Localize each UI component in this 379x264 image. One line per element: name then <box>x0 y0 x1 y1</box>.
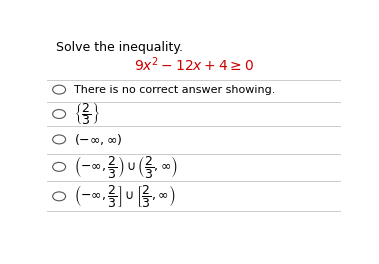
Text: Solve the inequality.: Solve the inequality. <box>56 41 183 54</box>
Text: $\left(-\infty, \dfrac{2}{3}\right) \cup \left(\dfrac{2}{3}, \infty\right)$: $\left(-\infty, \dfrac{2}{3}\right) \cup… <box>74 154 179 180</box>
Text: $9x^2 - 12x + 4 \geq 0$: $9x^2 - 12x + 4 \geq 0$ <box>134 55 254 74</box>
Text: $\left\{\dfrac{2}{3}\right\}$: $\left\{\dfrac{2}{3}\right\}$ <box>74 101 100 127</box>
Text: $\left(-\infty, \dfrac{2}{3}\right] \cup \left[\dfrac{2}{3}, \infty\right)$: $\left(-\infty, \dfrac{2}{3}\right] \cup… <box>74 183 176 209</box>
Text: $(-\infty, \infty)$: $(-\infty, \infty)$ <box>74 132 123 147</box>
Text: There is no correct answer showing.: There is no correct answer showing. <box>74 85 276 95</box>
